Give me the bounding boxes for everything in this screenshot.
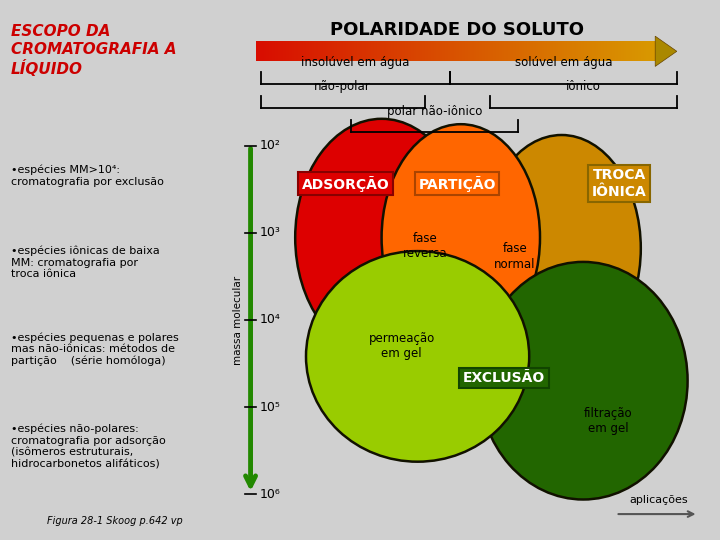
Text: massa molecular: massa molecular (233, 275, 243, 364)
Text: •espécies MM>10⁴:
cromatografia por exclusão: •espécies MM>10⁴: cromatografia por excl… (11, 165, 163, 187)
Text: solúvel em água: solúvel em água (515, 56, 612, 69)
Text: TROCA
IÔNICA: TROCA IÔNICA (592, 168, 647, 199)
Text: 10³: 10³ (260, 226, 281, 239)
Text: insolúvel em água: insolúvel em água (301, 56, 410, 69)
Text: fase
normal: fase normal (494, 242, 536, 271)
Ellipse shape (479, 262, 688, 500)
Text: EXCLUSÃO: EXCLUSÃO (463, 371, 545, 385)
Text: ADSORÇÃO: ADSORÇÃO (302, 176, 390, 192)
Text: PARTIÇÃO: PARTIÇÃO (418, 176, 496, 192)
Text: POLARIDADE DO SOLUTO: POLARIDADE DO SOLUTO (330, 21, 584, 39)
Text: •espécies pequenas e polares
mas não-iônicas: métodos de
partição    (série homó: •espécies pequenas e polares mas não-iôn… (11, 332, 179, 367)
Text: 10⁶: 10⁶ (260, 488, 281, 501)
Text: •espécies não-polares:
cromatografia por adsorção
(isômeros estruturais,
hidroca: •espécies não-polares: cromatografia por… (11, 424, 166, 469)
Ellipse shape (482, 135, 641, 362)
Text: 10²: 10² (260, 139, 281, 152)
Text: permeação
em gel: permeação em gel (369, 332, 435, 360)
Text: •espécies iônicas de baixa
MM: cromatografia por
troca iônica: •espécies iônicas de baixa MM: cromatogr… (11, 246, 160, 279)
Text: não-polar: não-polar (315, 80, 371, 93)
Text: 10⁵: 10⁵ (260, 401, 281, 414)
Text: iônico: iônico (566, 80, 600, 93)
Text: Figura 28-1 Skoog p.642 vp: Figura 28-1 Skoog p.642 vp (48, 516, 183, 526)
Ellipse shape (295, 119, 468, 356)
Text: polar não-iônico: polar não-iônico (387, 105, 482, 118)
Text: 10⁴: 10⁴ (260, 313, 281, 327)
Ellipse shape (306, 251, 529, 462)
Text: filtração
em gel: filtração em gel (584, 407, 633, 435)
Ellipse shape (382, 124, 540, 351)
Polygon shape (655, 36, 677, 66)
Text: aplicações: aplicações (629, 495, 688, 505)
Text: ESCOPO DA
CROMATOGRAFIA A
LÍQUIDO: ESCOPO DA CROMATOGRAFIA A LÍQUIDO (11, 24, 176, 77)
Text: fase
reversa: fase reversa (402, 232, 447, 260)
